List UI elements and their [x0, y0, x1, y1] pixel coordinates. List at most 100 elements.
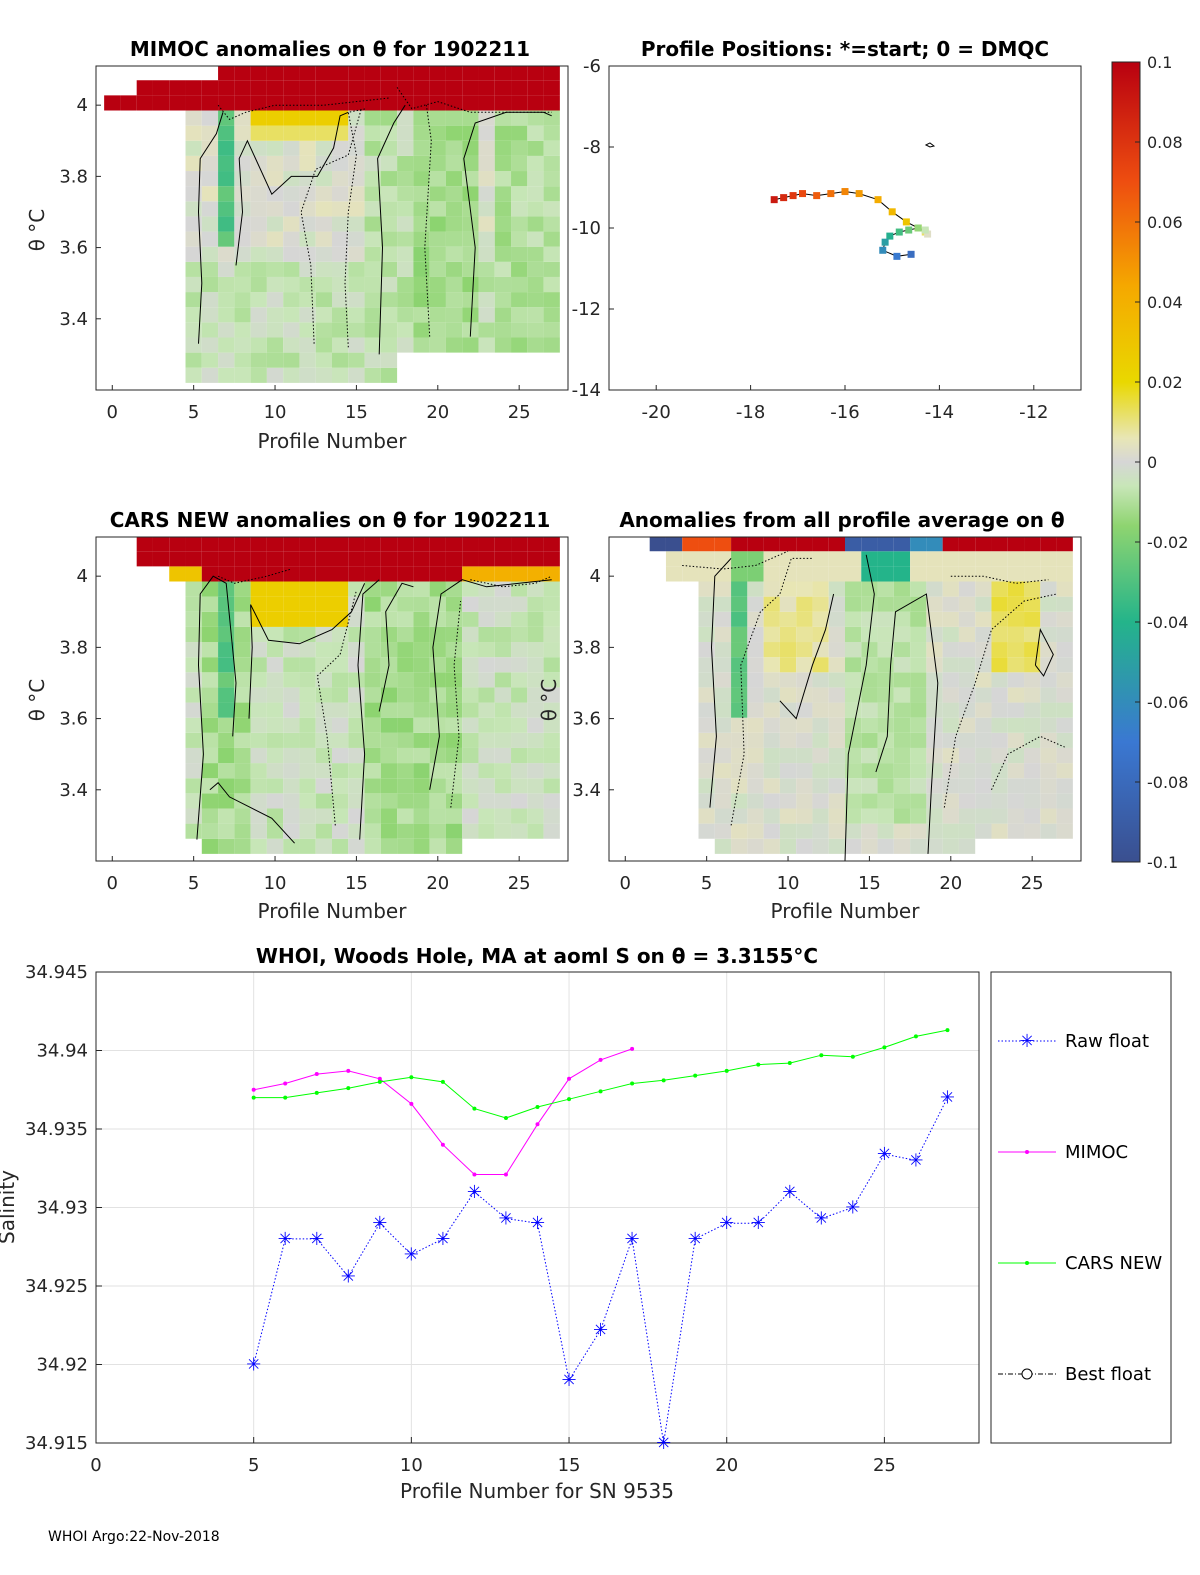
mimoc-cell: [185, 80, 202, 96]
mimoc-cell: [380, 216, 398, 232]
cars-cell: [527, 642, 544, 658]
mimoc-cell: [185, 155, 202, 172]
mimoc-xtick-label: 15: [345, 402, 368, 423]
mimoc-cell: [429, 110, 446, 126]
cars-cell: [250, 581, 267, 597]
mimoc-cell: [364, 171, 381, 187]
avg-cell: [958, 626, 976, 643]
mimoc-cell: [527, 337, 544, 353]
mimoc-cell: [348, 261, 365, 277]
avg-cell: [747, 763, 764, 779]
avg-ytick-label: 3.4: [572, 780, 601, 801]
avg-cell: [893, 747, 911, 764]
avg-cell: [714, 778, 732, 794]
avg-cell: [926, 566, 943, 582]
cars-cell: [494, 611, 512, 627]
series-point-raw-float: ✳: [404, 1245, 419, 1266]
series-point-cars-new: [472, 1106, 477, 1111]
cars-cell: [494, 793, 512, 809]
avg-cell: [665, 566, 683, 582]
cars-cell: [494, 537, 512, 552]
cars-cell: [315, 657, 332, 673]
avg-cell: [926, 626, 943, 643]
cars-cell: [478, 611, 495, 627]
avg-cell: [698, 672, 715, 688]
cars-cell: [234, 657, 251, 673]
cars-cell: [413, 687, 430, 703]
mimoc-cell: [413, 201, 430, 217]
avg-cell: [1056, 823, 1073, 839]
cars-cell: [348, 642, 365, 658]
cars-cell: [511, 642, 528, 658]
mimoc-cell: [494, 125, 512, 141]
mimoc-cell: [315, 66, 332, 81]
cars-cell: [527, 732, 544, 748]
series-point-mimoc: [346, 1068, 351, 1073]
mimoc-cell: [445, 307, 463, 323]
mimoc-cell: [332, 276, 349, 293]
avg-cell: [796, 642, 813, 658]
cars-cell: [315, 642, 332, 658]
cars-cell: [152, 551, 170, 567]
mimoc-cell: [462, 276, 479, 293]
avg-cell: [926, 642, 943, 658]
avg-cell: [731, 702, 748, 718]
series-point-mimoc: [283, 1081, 288, 1086]
colorbar-tick-label: 0.04: [1147, 293, 1183, 312]
cars-cell: [250, 838, 267, 854]
cars-cell: [185, 581, 202, 597]
mimoc-cell: [527, 140, 544, 156]
avg-cell: [958, 611, 976, 627]
mimoc-cell: [218, 367, 235, 383]
series-point-raw-float: ✳: [435, 1229, 450, 1250]
mimoc-cell: [201, 110, 219, 126]
series-point-raw-float: ✳: [940, 1088, 955, 1109]
cars-cell: [494, 566, 512, 582]
cars-cell: [413, 778, 430, 794]
cars-cell: [429, 717, 446, 733]
mimoc-cell: [315, 246, 332, 262]
cars-cell: [169, 551, 186, 567]
mimoc-cell: [511, 276, 528, 293]
cars-cell: [266, 596, 284, 612]
cars-cell: [332, 778, 349, 794]
cars-cell: [397, 793, 414, 809]
cars-cell: [332, 808, 349, 824]
avg-xtick-label: 25: [1021, 873, 1044, 894]
mimoc-cell: [462, 307, 479, 323]
avg-cell: [926, 838, 943, 854]
cars-cell: [234, 838, 251, 854]
cars-cell: [283, 657, 300, 673]
avg-cell: [975, 611, 992, 627]
mimoc-cell: [445, 110, 463, 126]
cars-cell: [413, 581, 430, 597]
mimoc-cell: [299, 140, 316, 156]
avg-cell: [779, 626, 797, 643]
cars-cell: [250, 702, 267, 718]
avg-cell: [910, 793, 927, 809]
mimoc-cell: [397, 322, 414, 338]
mimoc-cell: [250, 66, 267, 81]
salinity-ylabel: Salinity: [0, 1170, 19, 1244]
cars-cell: [201, 596, 219, 612]
cars-cell: [218, 626, 235, 643]
avg-cell: [698, 732, 715, 748]
cars-cell: [332, 537, 349, 552]
cars-cell: [478, 581, 495, 597]
mimoc-cell: [283, 367, 300, 383]
cars-cell: [429, 687, 446, 703]
mimoc-cell: [543, 155, 560, 172]
avg-cell: [1007, 537, 1025, 552]
mimoc-cell: [348, 140, 365, 156]
avg-cell: [861, 702, 878, 718]
mimoc-cell: [250, 276, 267, 293]
cars-cell: [494, 642, 512, 658]
cars-cell: [283, 838, 300, 854]
mimoc-cell: [364, 261, 381, 277]
positions-point: [827, 190, 835, 198]
avg-cell: [991, 626, 1008, 643]
mimoc-cell: [185, 95, 202, 111]
avg-cell: [975, 657, 992, 673]
avg-cell: [698, 808, 715, 824]
avg-cell: [975, 763, 992, 779]
